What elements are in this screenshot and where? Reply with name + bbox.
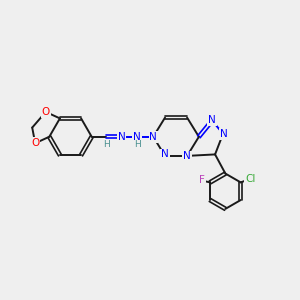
Text: H: H xyxy=(134,140,140,149)
Text: F: F xyxy=(199,175,205,185)
Text: N: N xyxy=(118,132,126,142)
Text: N: N xyxy=(161,149,169,159)
Text: N: N xyxy=(208,115,216,125)
Text: N: N xyxy=(220,129,227,139)
Text: H: H xyxy=(103,140,110,149)
Text: N: N xyxy=(149,132,157,142)
Text: O: O xyxy=(42,107,50,117)
Text: N: N xyxy=(133,132,141,142)
Text: Cl: Cl xyxy=(245,174,255,184)
Text: N: N xyxy=(183,152,191,161)
Text: O: O xyxy=(31,138,39,148)
